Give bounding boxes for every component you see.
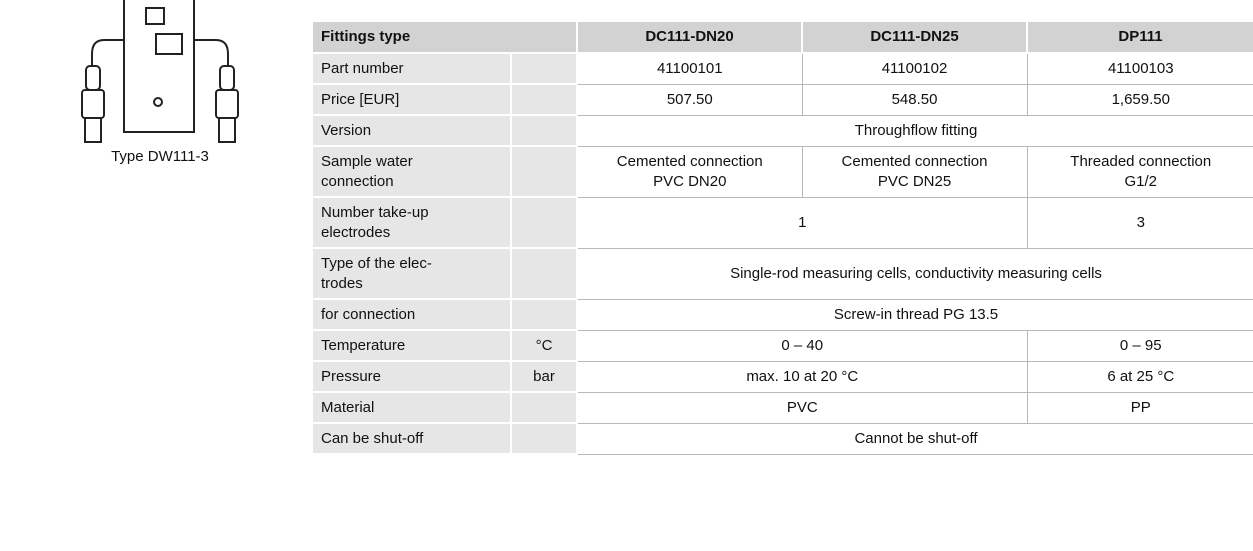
row-value: 1,659.50 <box>1027 84 1253 115</box>
row-value: 3 <box>1027 197 1253 248</box>
row-value: Threaded connection G1/2 <box>1027 146 1253 197</box>
row-unit <box>511 53 577 84</box>
row-unit: bar <box>511 361 577 392</box>
row-value: 1 <box>577 197 1027 248</box>
row-value: 41100101 <box>577 53 802 84</box>
table-row: Version Throughflow fitting <box>312 115 1253 146</box>
header-cell: DP111 <box>1027 21 1253 53</box>
row-unit <box>511 423 577 454</box>
table-row: Sample water connection Cemented connecti… <box>312 146 1253 197</box>
table-row: for connection Screw-in thread PG 13.5 <box>312 299 1253 330</box>
row-label: Version <box>312 115 511 146</box>
page: {"figure": {"caption": "Type DW111-3"}, … <box>0 0 1253 551</box>
row-value: 41100102 <box>802 53 1027 84</box>
row-label: Material <box>312 392 511 423</box>
row-value: PVC <box>577 392 1027 423</box>
row-label: for connection <box>312 299 511 330</box>
row-unit <box>511 84 577 115</box>
header-cell: DC111-DN20 <box>577 21 802 53</box>
row-unit <box>511 392 577 423</box>
row-value: Screw-in thread PG 13.5 <box>577 299 1253 330</box>
row-label: Can be shut-off <box>312 423 511 454</box>
row-unit <box>511 115 577 146</box>
header-cell: Fittings type <box>312 21 577 53</box>
row-value: 507.50 <box>577 84 802 115</box>
row-label: Pressure <box>312 361 511 392</box>
row-unit <box>511 146 577 197</box>
row-label: Type of the elec- trodes <box>312 248 511 299</box>
row-value: 548.50 <box>802 84 1027 115</box>
table-row: Type of the elec- trodes Single-rod measu… <box>312 248 1253 299</box>
row-value: 6 at 25 °C <box>1027 361 1253 392</box>
row-label: Price [EUR] <box>312 84 511 115</box>
row-unit <box>511 299 577 330</box>
row-label: Sample water connection <box>312 146 511 197</box>
row-value: 0 – 40 <box>577 330 1027 361</box>
row-label: Temperature <box>312 330 511 361</box>
figure-caption: Type DW111-3 <box>60 148 260 165</box>
row-value: Cemented connection PVC DN25 <box>802 146 1027 197</box>
row-label: Number take-up electrodes <box>312 197 511 248</box>
row-value: PP <box>1027 392 1253 423</box>
row-value: max. 10 at 20 °C <box>577 361 1027 392</box>
row-value: Cemented connection PVC DN20 <box>577 146 802 197</box>
row-value: 0 – 95 <box>1027 330 1253 361</box>
row-unit <box>511 248 577 299</box>
row-label: Part number <box>312 53 511 84</box>
header-cell: DC111-DN25 <box>802 21 1027 53</box>
row-unit <box>511 197 577 248</box>
row-unit: °C <box>511 330 577 361</box>
row-value: Single-rod measuring cells, conductivity… <box>577 248 1253 299</box>
row-value: Cannot be shut-off <box>577 423 1253 454</box>
row-value: 41100103 <box>1027 53 1253 84</box>
table-row: Can be shut-off Cannot be shut-off <box>312 423 1253 454</box>
device-illustration <box>60 0 260 200</box>
row-value: Throughflow fitting <box>577 115 1253 146</box>
